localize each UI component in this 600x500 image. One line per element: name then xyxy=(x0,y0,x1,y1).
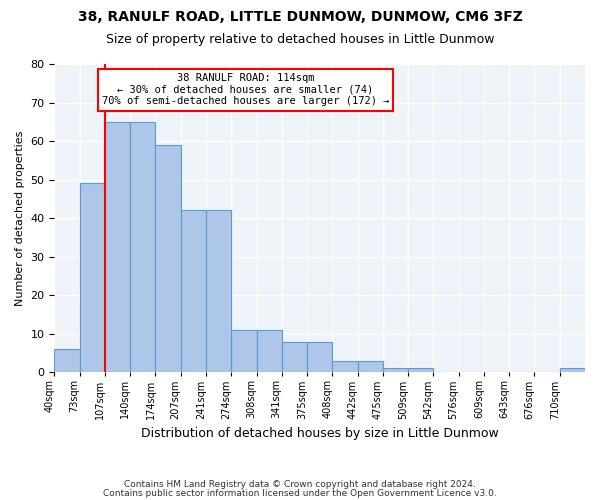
Y-axis label: Number of detached properties: Number of detached properties xyxy=(15,130,25,306)
Bar xyxy=(155,145,181,372)
Bar xyxy=(560,368,585,372)
Bar xyxy=(332,361,358,372)
Bar xyxy=(206,210,231,372)
Text: Size of property relative to detached houses in Little Dunmow: Size of property relative to detached ho… xyxy=(106,32,494,46)
Bar xyxy=(257,330,282,372)
Bar xyxy=(80,184,105,372)
Bar xyxy=(282,342,307,372)
Text: 38, RANULF ROAD, LITTLE DUNMOW, DUNMOW, CM6 3FZ: 38, RANULF ROAD, LITTLE DUNMOW, DUNMOW, … xyxy=(77,10,523,24)
Bar xyxy=(105,122,130,372)
Bar xyxy=(55,349,80,372)
Bar xyxy=(130,122,155,372)
Text: Contains HM Land Registry data © Crown copyright and database right 2024.: Contains HM Land Registry data © Crown c… xyxy=(124,480,476,489)
Bar xyxy=(358,361,383,372)
Text: Contains public sector information licensed under the Open Government Licence v3: Contains public sector information licen… xyxy=(103,488,497,498)
Bar xyxy=(307,342,332,372)
Bar xyxy=(231,330,257,372)
Bar xyxy=(383,368,408,372)
Bar xyxy=(181,210,206,372)
Text: 38 RANULF ROAD: 114sqm
← 30% of detached houses are smaller (74)
70% of semi-det: 38 RANULF ROAD: 114sqm ← 30% of detached… xyxy=(101,74,389,106)
X-axis label: Distribution of detached houses by size in Little Dunmow: Distribution of detached houses by size … xyxy=(141,427,499,440)
Bar xyxy=(408,368,433,372)
